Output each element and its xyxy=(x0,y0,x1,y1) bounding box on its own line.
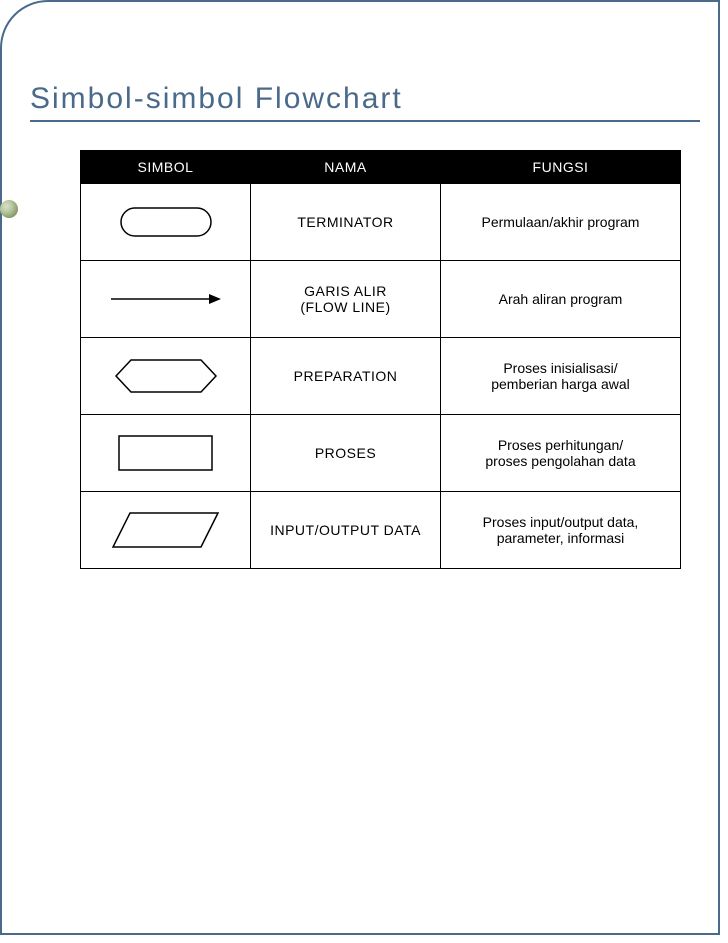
func-line1: Proses inisialisasi/ xyxy=(503,360,617,376)
name-line1: INPUT/OUTPUT DATA xyxy=(270,522,421,538)
name-cell: TERMINATOR xyxy=(251,184,441,261)
io-icon xyxy=(108,508,223,552)
func-cell: Proses perhitungan/ proses pengolahan da… xyxy=(441,415,681,492)
func-cell: Arah aliran program xyxy=(441,261,681,338)
preparation-icon xyxy=(111,354,221,398)
name-cell: GARIS ALIR (FLOW LINE) xyxy=(251,261,441,338)
func-line2: parameter, informasi xyxy=(497,530,625,546)
func-cell: Permulaan/akhir program xyxy=(441,184,681,261)
symbol-cell-process xyxy=(81,415,251,492)
table-row: INPUT/OUTPUT DATA Proses input/output da… xyxy=(81,492,681,569)
slide-content: Simbol-simbol Flowchart SIMBOL NAMA FUNG… xyxy=(30,82,700,569)
symbol-cell-io xyxy=(81,492,251,569)
header-name: NAMA xyxy=(251,151,441,184)
name-cell: PREPARATION xyxy=(251,338,441,415)
func-line2: pemberian harga awal xyxy=(491,376,630,392)
symbol-cell-preparation xyxy=(81,338,251,415)
flowchart-symbol-table: SIMBOL NAMA FUNGSI TERMINATOR xyxy=(80,150,680,569)
name-cell: PROSES xyxy=(251,415,441,492)
bullet-icon xyxy=(0,200,18,218)
header-func: FUNGSI xyxy=(441,151,681,184)
symbol-cell-flowline xyxy=(81,261,251,338)
func-line1: Proses perhitungan/ xyxy=(498,437,623,453)
func-cell: Proses input/output data, parameter, inf… xyxy=(441,492,681,569)
name-line1: PROSES xyxy=(315,445,376,461)
name-line1: GARIS ALIR xyxy=(304,283,387,299)
func-line1: Proses input/output data, xyxy=(483,514,639,530)
slide-title: Simbol-simbol Flowchart xyxy=(30,82,700,122)
func-line1: Arah aliran program xyxy=(499,291,623,307)
table-row: TERMINATOR Permulaan/akhir program xyxy=(81,184,681,261)
func-cell: Proses inisialisasi/ pemberian harga awa… xyxy=(441,338,681,415)
flowline-icon xyxy=(106,289,226,309)
name-cell: INPUT/OUTPUT DATA xyxy=(251,492,441,569)
name-line2: (FLOW LINE) xyxy=(300,299,390,315)
table-row: PREPARATION Proses inisialisasi/ pemberi… xyxy=(81,338,681,415)
func-line1: Permulaan/akhir program xyxy=(482,214,640,230)
table-row: PROSES Proses perhitungan/ proses pengol… xyxy=(81,415,681,492)
header-symbol: SIMBOL xyxy=(81,151,251,184)
symbol-cell-terminator xyxy=(81,184,251,261)
terminator-icon xyxy=(116,202,216,242)
process-icon xyxy=(113,431,218,475)
table-row: GARIS ALIR (FLOW LINE) Arah aliran progr… xyxy=(81,261,681,338)
table-header-row: SIMBOL NAMA FUNGSI xyxy=(81,151,681,184)
name-line1: TERMINATOR xyxy=(297,214,393,230)
func-line2: proses pengolahan data xyxy=(485,453,635,469)
name-line1: PREPARATION xyxy=(294,368,398,384)
